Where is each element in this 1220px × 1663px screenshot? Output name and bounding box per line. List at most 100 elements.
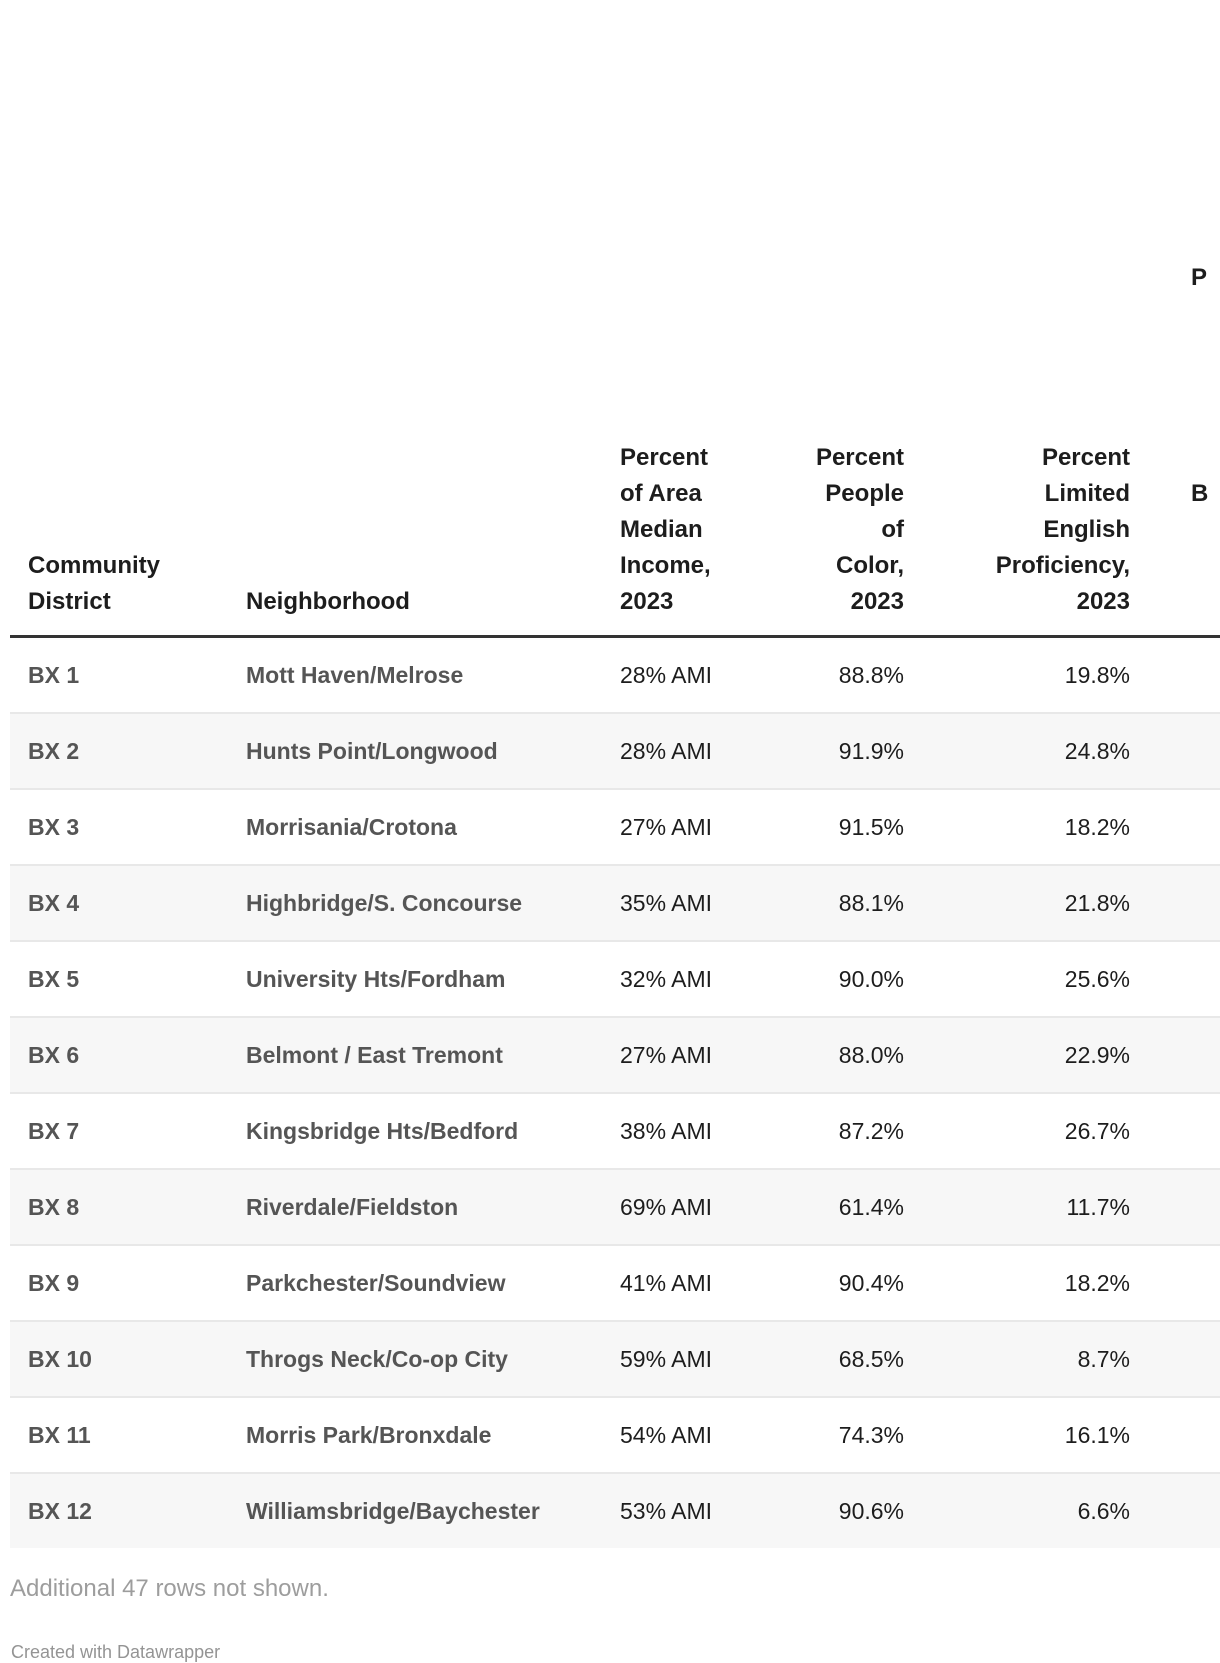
- district-cell: BX 10: [28, 1345, 92, 1372]
- district-cell: BX 2: [28, 737, 80, 764]
- percent-people-of-color-cell: 68.5%: [838, 1345, 904, 1372]
- percent-ami-cell: 41% AMI: [620, 1269, 713, 1296]
- percent-ami-cell: 28% AMI: [620, 737, 713, 764]
- column-header-percent-limited-english: Percent Limited English Proficiency, 202…: [922, 224, 1148, 638]
- table-row: BX 5 University Hts/Fordham 32% AMI 90.0% 25…: [10, 941, 1220, 1017]
- column-header-percent-ami: Percent of Area Median Income, 2023: [602, 224, 742, 638]
- neighborhood-cell: Highbridge/S. Concourse: [246, 889, 523, 916]
- district-cell: BX 4: [28, 889, 80, 916]
- cropped-header-fragment: [1191, 332, 1220, 368]
- neighborhood-cell: Morrisania/Crotona: [246, 813, 457, 840]
- district-cell: BX 3: [28, 813, 80, 840]
- neighborhood-cell: Morris Park/Bronxdale: [246, 1421, 492, 1448]
- percent-ami-cell: 59% AMI: [620, 1345, 713, 1372]
- percent-ami-cell: 54% AMI: [620, 1421, 713, 1448]
- neighborhood-cell: Hunts Point/Longwood: [246, 737, 498, 764]
- percent-people-of-color-cell: 61.4%: [838, 1193, 904, 1220]
- neighborhood-cell: Parkchester/Soundview: [246, 1269, 506, 1296]
- table-row: BX 7 Kingsbridge Hts/Bedford 38% AMI 87.2% 2…: [10, 1093, 1220, 1169]
- district-cell: BX 7: [28, 1117, 80, 1144]
- cropped-cell: [1148, 941, 1220, 1017]
- percent-limited-english-cell: 25.6%: [1064, 965, 1130, 992]
- percent-ami-cell: 53% AMI: [620, 1497, 713, 1524]
- neighborhood-cell: Throgs Neck/Co-op City: [246, 1345, 508, 1372]
- table-row: BX 10 Throgs Neck/Co-op City 59% AMI 68.5% 8…: [10, 1321, 1220, 1397]
- district-cell: BX 5: [28, 965, 80, 992]
- table-header: Community District Neighborhood Percent …: [10, 224, 1220, 638]
- percent-ami-cell: 27% AMI: [620, 813, 713, 840]
- district-cell: BX 1: [28, 661, 80, 688]
- percent-limited-english-cell: 22.9%: [1064, 1041, 1130, 1068]
- percent-limited-english-cell: 19.8%: [1064, 661, 1130, 688]
- percent-people-of-color-cell: 74.3%: [838, 1421, 904, 1448]
- table-row: BX 6 Belmont / East Tremont 27% AMI 88.0% 22…: [10, 1017, 1220, 1093]
- percent-people-of-color-cell: 90.6%: [838, 1497, 904, 1524]
- district-cell: BX 11: [28, 1421, 91, 1448]
- neighborhood-cell: Williamsbridge/Baychester: [246, 1497, 540, 1524]
- header-row: Community District Neighborhood Percent …: [10, 224, 1220, 638]
- table-row: BX 2 Hunts Point/Longwood 28% AMI 91.9% 24.8…: [10, 713, 1220, 789]
- cropped-cell: [1148, 1093, 1220, 1169]
- cropped-header-fragment: B: [1191, 480, 1209, 507]
- cropped-cell: [1148, 865, 1220, 941]
- data-table-container: Community District Neighborhood Percent …: [10, 224, 1220, 1548]
- cropped-cell: [1148, 1473, 1220, 1548]
- district-cell: BX 9: [28, 1269, 80, 1296]
- cropped-header-fragment: P: [1191, 264, 1208, 291]
- percent-people-of-color-cell: 88.0%: [838, 1041, 904, 1068]
- percent-people-of-color-cell: 90.0%: [838, 965, 904, 992]
- percent-limited-english-cell: 11.7%: [1066, 1193, 1130, 1220]
- table-row: BX 11 Morris Park/Bronxdale 54% AMI 74.3% 16…: [10, 1397, 1220, 1473]
- datawrapper-attribution-link[interactable]: Created with Datawrapper: [11, 1642, 221, 1662]
- percent-people-of-color-cell: 88.8%: [838, 661, 904, 688]
- community-district-table: Community District Neighborhood Percent …: [10, 224, 1220, 1548]
- percent-people-of-color-cell: 87.2%: [838, 1117, 904, 1144]
- column-header-percent-people-of-color: Percent People of Color, 2023: [742, 224, 922, 638]
- cropped-cell: [1148, 713, 1220, 789]
- column-header-cropped: P B: [1148, 224, 1220, 638]
- cropped-cell: [1148, 1397, 1220, 1473]
- table-row: BX 4 Highbridge/S. Concourse 35% AMI 88.1% 2…: [10, 865, 1220, 941]
- percent-limited-english-cell: 21.8%: [1064, 889, 1130, 916]
- percent-ami-cell: 32% AMI: [620, 965, 713, 992]
- cropped-cell: [1148, 637, 1220, 714]
- cropped-cell: [1148, 1017, 1220, 1093]
- district-cell: BX 12: [28, 1497, 92, 1524]
- table-row: BX 8 Riverdale/Fieldston 69% AMI 61.4% 11.7%: [10, 1169, 1220, 1245]
- neighborhood-cell: Riverdale/Fieldston: [246, 1193, 459, 1220]
- percent-ami-cell: 38% AMI: [620, 1117, 713, 1144]
- percent-limited-english-cell: 24.8%: [1064, 737, 1130, 764]
- percent-limited-english-cell: 8.7%: [1077, 1345, 1130, 1372]
- percent-people-of-color-cell: 90.4%: [838, 1269, 904, 1296]
- cropped-header-fragment: [1191, 404, 1220, 440]
- cropped-cell: [1148, 1245, 1220, 1321]
- percent-people-of-color-cell: 91.9%: [838, 737, 904, 764]
- percent-limited-english-cell: 18.2%: [1064, 813, 1130, 840]
- table-row: BX 12 Williamsbridge/Baychester 53% AMI 90.…: [10, 1473, 1220, 1548]
- table-body: BX 1 Mott Haven/Melrose 28% AMI 88.8% 19.8% B…: [10, 637, 1220, 1548]
- column-header-neighborhood: Neighborhood: [228, 224, 602, 638]
- cropped-cell: [1148, 789, 1220, 865]
- percent-limited-english-cell: 6.6%: [1077, 1497, 1130, 1524]
- district-cell: BX 6: [28, 1041, 80, 1068]
- table-row: BX 3 Morrisania/Crotona 27% AMI 91.5% 18.2%: [10, 789, 1220, 865]
- percent-ami-cell: 35% AMI: [620, 889, 713, 916]
- percent-people-of-color-cell: 91.5%: [838, 813, 904, 840]
- table-row: BX 9 Parkchester/Soundview 41% AMI 90.4% 18.…: [10, 1245, 1220, 1321]
- percent-limited-english-cell: 26.7%: [1064, 1117, 1130, 1144]
- neighborhood-cell: University Hts/Fordham: [246, 965, 506, 992]
- percent-limited-english-cell: 16.1%: [1064, 1421, 1130, 1448]
- percent-people-of-color-cell: 88.1%: [838, 889, 904, 916]
- neighborhood-cell: Kingsbridge Hts/Bedford: [246, 1117, 519, 1144]
- cropped-header-fragment: [1191, 548, 1220, 584]
- neighborhood-cell: Belmont / East Tremont: [246, 1041, 503, 1068]
- neighborhood-cell: Mott Haven/Melrose: [246, 661, 464, 688]
- table-row: BX 1 Mott Haven/Melrose 28% AMI 88.8% 19.8%: [10, 637, 1220, 714]
- percent-ami-cell: 28% AMI: [620, 661, 713, 688]
- percent-ami-cell: 27% AMI: [620, 1041, 713, 1068]
- cropped-cell: [1148, 1169, 1220, 1245]
- percent-limited-english-cell: 18.2%: [1064, 1269, 1130, 1296]
- district-cell: BX 8: [28, 1193, 80, 1220]
- column-header-community-district: Community District: [10, 224, 228, 638]
- additional-rows-note: Additional 47 rows not shown.: [10, 1575, 329, 1602]
